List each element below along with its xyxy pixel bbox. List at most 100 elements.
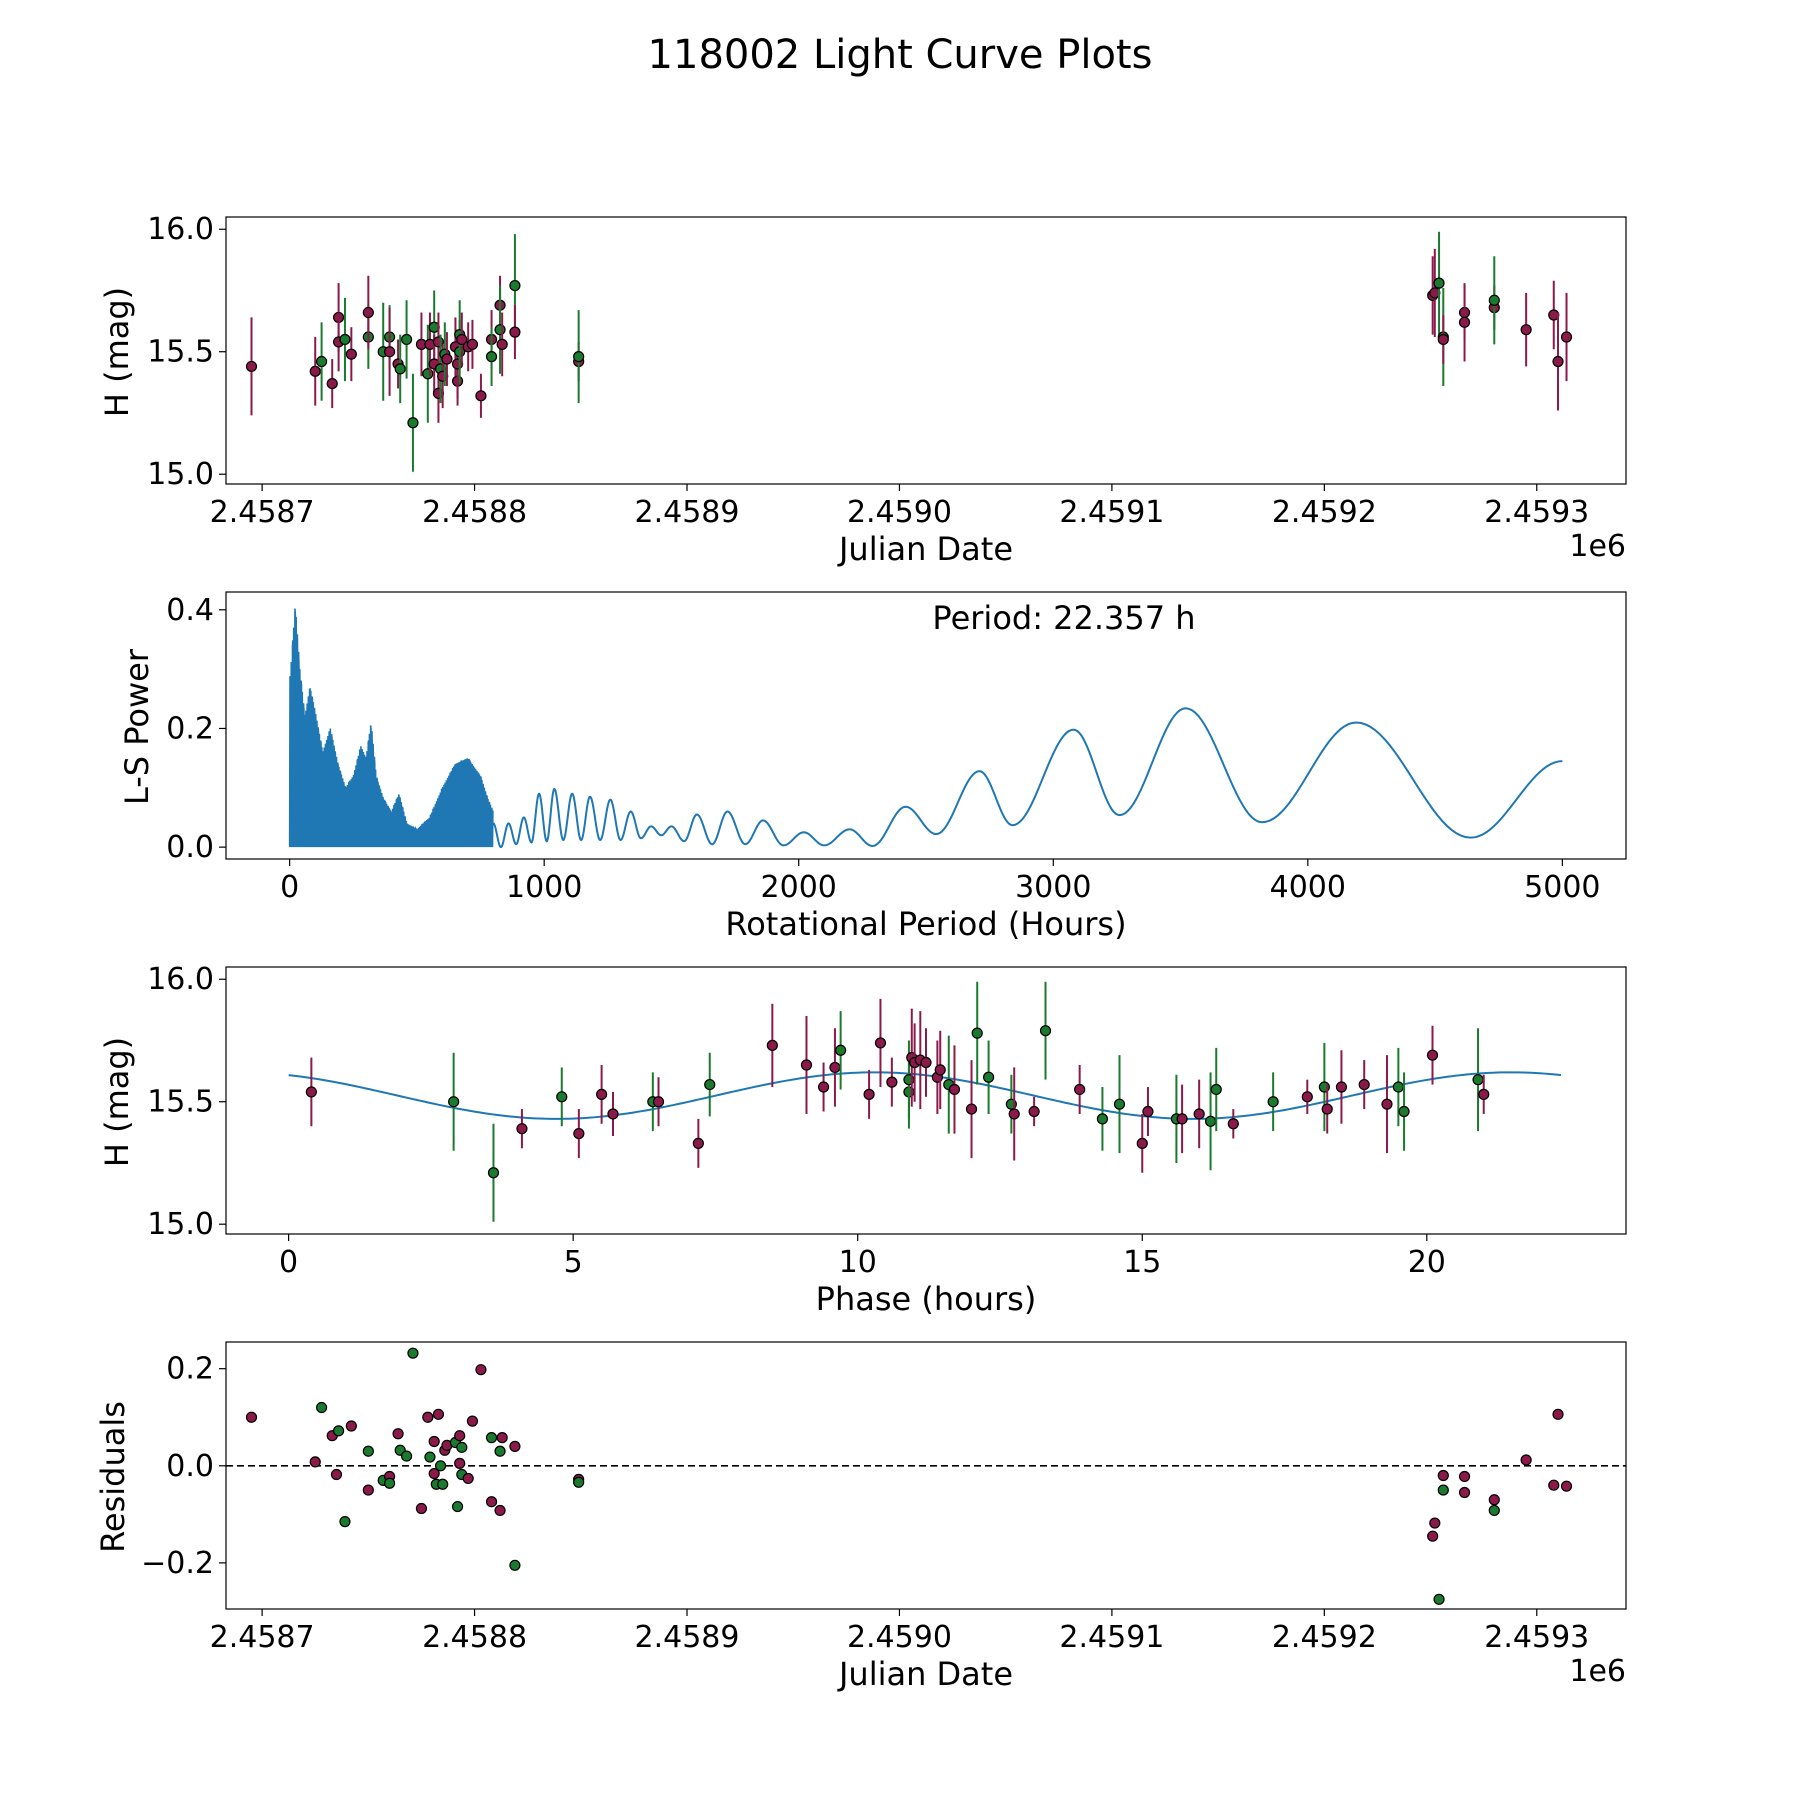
lightcurve-point	[1488, 294, 1500, 306]
residuals-point	[332, 1425, 345, 1437]
phased-point	[1176, 1113, 1188, 1125]
lightcurve-point	[456, 333, 468, 346]
periodogram-panel: Rotational Period (Hours) L-S Power Peri…	[118, 591, 1627, 943]
lightcurve-xtick-label: 2.4592	[1272, 495, 1377, 530]
residuals-point	[1488, 1494, 1500, 1506]
residuals-point	[466, 1415, 479, 1427]
phased-point	[692, 1137, 704, 1149]
residuals-point	[451, 1500, 464, 1513]
residuals-xtick-label: 2.4591	[1059, 1620, 1164, 1655]
phased-point	[863, 1088, 875, 1100]
phased-point	[948, 1083, 961, 1096]
residuals-point	[485, 1432, 498, 1444]
residuals-point	[383, 1477, 396, 1489]
residuals-xtick-label: 2.4590	[847, 1620, 952, 1655]
lightcurve-point	[1458, 316, 1471, 328]
lightcurve-xtick-label: 2.4593	[1484, 495, 1589, 530]
residuals-point	[509, 1559, 521, 1571]
lightcurve-point	[475, 390, 487, 402]
phased-point	[1301, 1091, 1313, 1103]
residuals-point	[362, 1484, 374, 1496]
residuals-point	[494, 1504, 506, 1517]
residuals-point	[415, 1502, 428, 1515]
phased-point	[886, 1076, 898, 1088]
lightcurve-xtick-label: 2.4590	[847, 495, 952, 530]
residuals-point	[494, 1445, 506, 1457]
residuals-point	[1552, 1408, 1564, 1420]
phased-xtick-label: 5	[564, 1245, 583, 1280]
lightcurve-xtick-label: 2.4588	[422, 495, 527, 530]
phased-point	[487, 1167, 500, 1179]
lightcurve-point	[494, 324, 506, 336]
phased-point	[934, 1064, 946, 1076]
phased-point	[829, 1061, 841, 1074]
periodogram-xtick-label: 0	[280, 870, 299, 905]
residuals-point	[315, 1401, 328, 1414]
residuals-xtick-label: 2.4588	[422, 1620, 527, 1655]
residuals-point	[456, 1441, 468, 1453]
residuals-point	[1429, 1517, 1441, 1529]
residuals-point	[392, 1428, 404, 1440]
phased-panel: Phase (hours) H (mag) 0 5 10 15 20 15.0 15.5 16…	[98, 962, 1627, 1318]
residuals-ytick-label: −0.2	[141, 1546, 214, 1581]
lightcurve-point	[1560, 331, 1573, 343]
phased-point	[1136, 1137, 1148, 1149]
residuals-point	[496, 1432, 508, 1444]
phased-xtick-label: 20	[1408, 1245, 1446, 1280]
residuals-point	[462, 1472, 474, 1485]
phased-ytick-label: 15.5	[147, 1085, 214, 1120]
lightcurve-point	[509, 326, 521, 338]
phased-point	[971, 1027, 983, 1039]
residuals-point	[1458, 1486, 1471, 1499]
phased-ytick-label: 15.0	[147, 1207, 214, 1242]
residuals-point	[422, 1411, 434, 1423]
lightcurve-frame	[225, 216, 1627, 485]
lightcurve-point	[1437, 333, 1449, 346]
lightcurve-xtick-label: 2.4587	[210, 495, 315, 530]
lightcurve-point	[509, 279, 521, 292]
phased-point	[704, 1078, 716, 1091]
phased-point	[1008, 1108, 1020, 1120]
lightcurve-xlabel: Julian Date	[837, 530, 1013, 568]
residuals-point	[432, 1408, 445, 1420]
periodogram-ytick-label: 0.4	[166, 593, 214, 628]
phased-point	[800, 1059, 813, 1071]
phased-xtick-label: 10	[839, 1245, 877, 1280]
residuals-xtick-label: 2.4593	[1484, 1620, 1589, 1655]
residuals-point	[345, 1420, 357, 1432]
lightcurve-point	[394, 363, 406, 375]
phased-point	[1398, 1105, 1410, 1118]
lightcurve-point	[309, 365, 321, 377]
residuals-xtick-label: 2.4589	[635, 1620, 740, 1655]
periodogram-xtick-label: 2000	[761, 870, 837, 905]
lightcurve-ytick-label: 15.5	[147, 335, 214, 370]
phased-point	[1028, 1105, 1040, 1118]
residuals-point	[509, 1440, 521, 1452]
phased-point	[1426, 1049, 1439, 1061]
residuals-point	[1433, 1593, 1445, 1605]
residuals-point	[362, 1445, 374, 1457]
residuals-point	[407, 1347, 419, 1359]
phased-point	[1478, 1088, 1490, 1100]
periodogram-dense-series	[288, 608, 494, 848]
phased-point	[1142, 1105, 1154, 1118]
phased-frame	[225, 966, 1627, 1235]
phased-point	[874, 1037, 887, 1049]
phased-ytick-label: 16.0	[147, 962, 214, 997]
residuals-point	[1560, 1480, 1573, 1492]
residuals-point	[309, 1456, 321, 1468]
phased-point	[920, 1056, 932, 1069]
residuals-point	[1488, 1504, 1500, 1517]
lightcurve-point	[1520, 324, 1532, 336]
residuals-frame	[225, 1341, 1627, 1610]
phased-point	[1381, 1098, 1393, 1110]
lightcurve-point	[496, 338, 508, 350]
periodogram-frame	[225, 591, 1627, 860]
residuals-point	[330, 1468, 343, 1481]
lightcurve-point	[485, 351, 498, 363]
phased-xtick-label: 15	[1123, 1245, 1161, 1280]
lightcurve-xtick-label: 2.4589	[635, 495, 740, 530]
residuals-point	[424, 1451, 436, 1463]
lightcurve-point	[1433, 277, 1445, 289]
